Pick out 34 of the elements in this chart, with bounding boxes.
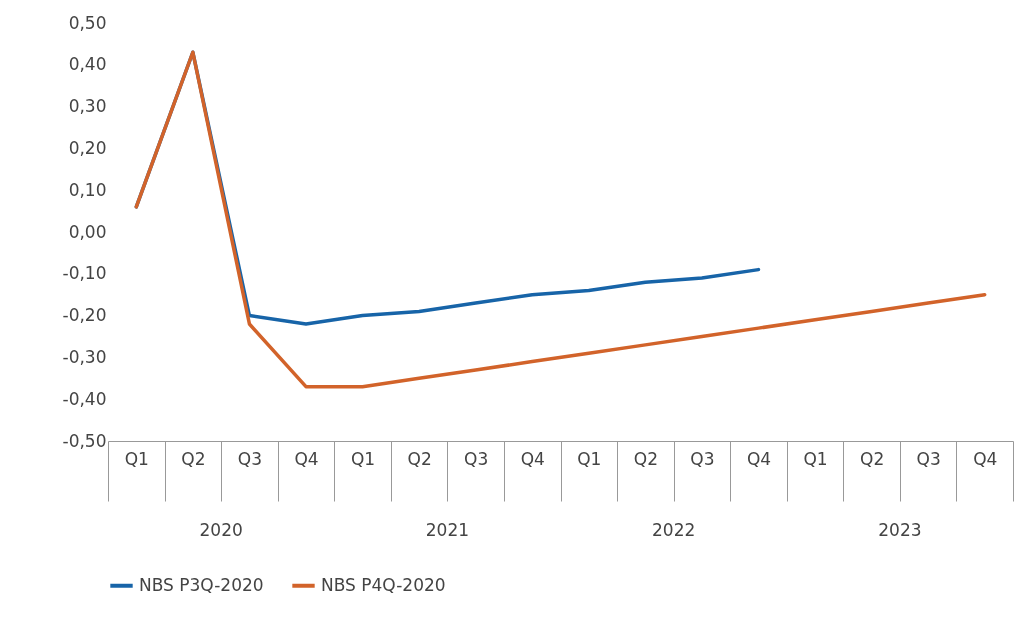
text: 2023 bbox=[878, 520, 922, 540]
x-tick-label: Q4 bbox=[520, 448, 545, 469]
x-tick-label: Q4 bbox=[294, 448, 319, 469]
x-tick-label: Q3 bbox=[237, 448, 263, 469]
x-tick-label: Q1 bbox=[803, 448, 828, 469]
y-tick-label: 0,00 bbox=[68, 221, 107, 242]
y-tick-label: -0,30 bbox=[62, 346, 107, 367]
y-tick-label: -0,40 bbox=[62, 388, 107, 409]
x-tick-label: Q1 bbox=[577, 448, 602, 469]
x-tick-label: Q2 bbox=[181, 448, 206, 469]
x-tick-label: Q2 bbox=[859, 448, 885, 469]
legend-label: NBS P4Q-2020 bbox=[321, 574, 446, 595]
y-tick-label: -0,50 bbox=[62, 430, 107, 451]
x-tick-label: Q3 bbox=[464, 448, 489, 469]
x-tick-label: Q3 bbox=[916, 448, 941, 469]
y-tick-label: 0,20 bbox=[68, 137, 107, 158]
x-tick-label: Q1 bbox=[350, 448, 376, 469]
text: 2020 bbox=[199, 520, 243, 540]
x-tick-label: Q4 bbox=[746, 448, 772, 469]
x-tick-label: Q2 bbox=[407, 448, 432, 469]
y-tick-label: 0,50 bbox=[68, 12, 107, 33]
line-series bbox=[134, 50, 987, 389]
x-tick-label: Q1 bbox=[124, 448, 149, 469]
y-tick-label: 0,10 bbox=[68, 179, 107, 200]
x-tick-label: Q3 bbox=[690, 448, 715, 469]
y-tick-label: 0,30 bbox=[68, 96, 107, 117]
text: 2021 bbox=[425, 520, 470, 540]
x-tick-label: Q2 bbox=[633, 448, 658, 469]
y-tick-label: 0,40 bbox=[68, 54, 107, 75]
text: 2022 bbox=[651, 520, 696, 540]
y-tick-label: -0,10 bbox=[62, 263, 107, 284]
legend-label: NBS P3Q-2020 bbox=[139, 574, 264, 595]
x-tick-label: Q4 bbox=[973, 448, 998, 469]
y-tick-label: -0,20 bbox=[62, 305, 107, 326]
